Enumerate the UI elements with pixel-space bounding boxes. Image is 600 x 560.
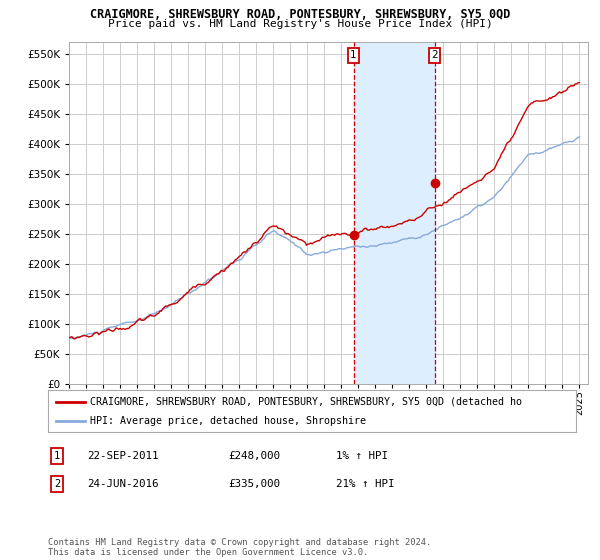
Text: HPI: Average price, detached house, Shropshire: HPI: Average price, detached house, Shro… (90, 416, 366, 426)
Text: Contains HM Land Registry data © Crown copyright and database right 2024.
This d: Contains HM Land Registry data © Crown c… (48, 538, 431, 557)
Text: £248,000: £248,000 (228, 451, 280, 461)
Text: 2: 2 (431, 50, 438, 60)
Text: 1% ↑ HPI: 1% ↑ HPI (336, 451, 388, 461)
Text: Price paid vs. HM Land Registry's House Price Index (HPI): Price paid vs. HM Land Registry's House … (107, 19, 493, 29)
Text: 24-JUN-2016: 24-JUN-2016 (87, 479, 158, 489)
Text: 22-SEP-2011: 22-SEP-2011 (87, 451, 158, 461)
Text: £335,000: £335,000 (228, 479, 280, 489)
Text: 2: 2 (54, 479, 60, 489)
Bar (353, 42, 434, 384)
Text: 1: 1 (350, 50, 357, 60)
Text: CRAIGMORE, SHREWSBURY ROAD, PONTESBURY, SHREWSBURY, SY5 0QD: CRAIGMORE, SHREWSBURY ROAD, PONTESBURY, … (90, 8, 510, 21)
Text: 21% ↑ HPI: 21% ↑ HPI (336, 479, 395, 489)
Text: CRAIGMORE, SHREWSBURY ROAD, PONTESBURY, SHREWSBURY, SY5 0QD (detached ho: CRAIGMORE, SHREWSBURY ROAD, PONTESBURY, … (90, 396, 522, 407)
Text: 1: 1 (54, 451, 60, 461)
